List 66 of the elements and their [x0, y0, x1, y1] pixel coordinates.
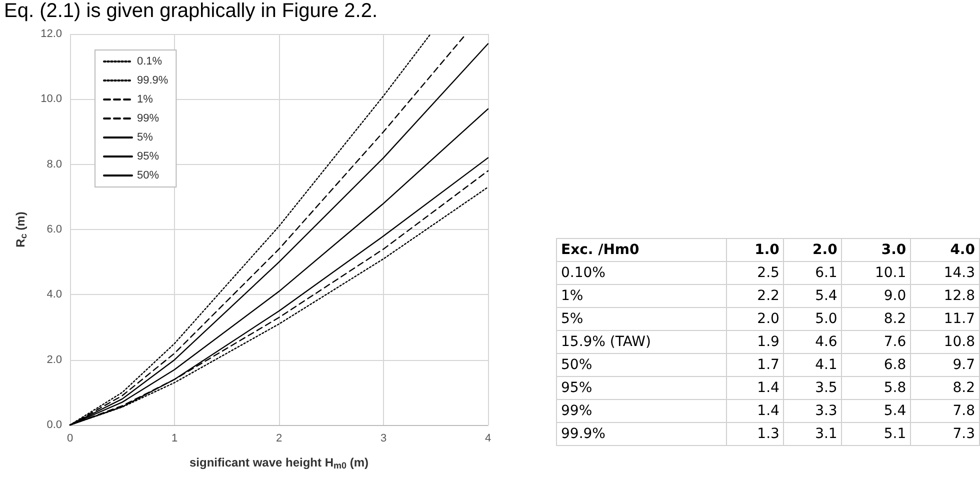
legend-label: 5% — [137, 132, 154, 144]
x-tick-label: 1 — [171, 432, 178, 444]
data-label: 5.4 — [842, 400, 911, 422]
data-label: 2.2 — [726, 284, 784, 308]
y-tick-label: 95% — [556, 376, 726, 400]
chart-title: Eq. (2.1) is given graphically in Figure 2.2. — [4, 0, 378, 23]
data-label: 12.8 — [910, 284, 980, 308]
x-tick-label: 1.0 — [726, 238, 784, 262]
data-label: 11.7 — [910, 308, 980, 330]
y-tick-label: 12.0 — [40, 28, 62, 40]
data-label: 2.0 — [726, 308, 784, 330]
y-axis-title: Rc (m) — [14, 212, 28, 248]
legend-label: 1% — [137, 94, 154, 106]
data-label: 1.7 — [726, 354, 784, 376]
data-label: 8.2 — [842, 308, 911, 330]
data-label: 3.3 — [784, 400, 842, 422]
y-tick-label: 10.0 — [40, 93, 62, 106]
x-tick-label: 0 — [66, 432, 74, 444]
y-tick-label: 5% — [556, 308, 726, 330]
x-tick-label: 3.0 — [842, 238, 911, 262]
legend-label: 50% — [137, 170, 160, 182]
y-tick-label: 0.0 — [46, 419, 62, 431]
data-label: 9.7 — [910, 354, 980, 376]
data-label: 5.1 — [842, 422, 911, 446]
data-label: 2.5 — [726, 262, 784, 284]
y-tick-label: 6.0 — [46, 224, 62, 236]
data-label: 14.3 — [910, 262, 980, 284]
data-label: 4.6 — [784, 330, 842, 354]
data-label: 6.1 — [784, 262, 842, 284]
y-tick-label: 2.0 — [46, 354, 62, 366]
x-tick-label: 4 — [484, 432, 492, 444]
y-tick-label: 50% — [556, 354, 726, 376]
x-tick-label: 2 — [276, 432, 282, 444]
data-label: 10.8 — [910, 330, 980, 354]
y-tick-label: 15.9% (TAW) — [556, 330, 726, 354]
data-label: 7.6 — [842, 330, 911, 354]
data-label: 9.0 — [842, 284, 911, 308]
y-tick-label: 8.0 — [46, 158, 62, 170]
legend-label: 0.1% — [137, 56, 162, 68]
data-label: 1.4 — [726, 400, 784, 422]
data-label: 6.8 — [842, 354, 911, 376]
y-tick-label: 1% — [556, 284, 726, 308]
data-label: 10.1 — [842, 262, 911, 284]
legend-label: 99% — [137, 112, 160, 124]
legend-label: 99.9% — [137, 74, 168, 86]
data-label: 8.2 — [910, 376, 980, 400]
data-label: 1.3 — [726, 422, 784, 446]
data-label: 7.3 — [910, 422, 980, 446]
data-label: 5.8 — [842, 376, 911, 400]
data-label: 5.0 — [784, 308, 842, 330]
y-tick-label: 99.9% — [556, 422, 726, 446]
data-label: 3.5 — [784, 376, 842, 400]
y-tick-label: 99% — [556, 400, 726, 422]
data-label: 4.1 — [784, 354, 842, 376]
data-label: 7.8 — [910, 400, 980, 422]
x-tick-label: 3 — [380, 432, 387, 444]
data-label: 3.1 — [784, 422, 842, 446]
data-label: 5.4 — [784, 284, 842, 308]
x-tick-label: 4.0 — [910, 238, 980, 262]
x-tick-label: 2.0 — [784, 238, 842, 262]
data-label: 1.4 — [726, 376, 784, 400]
data-label: 1.9 — [726, 330, 784, 354]
x-axis-title: Exc. /Hm0 — [556, 238, 726, 262]
y-tick-label: 4.0 — [46, 288, 62, 301]
y-tick-label: 0.10% — [556, 262, 726, 284]
legend-label: 95% — [137, 150, 160, 162]
